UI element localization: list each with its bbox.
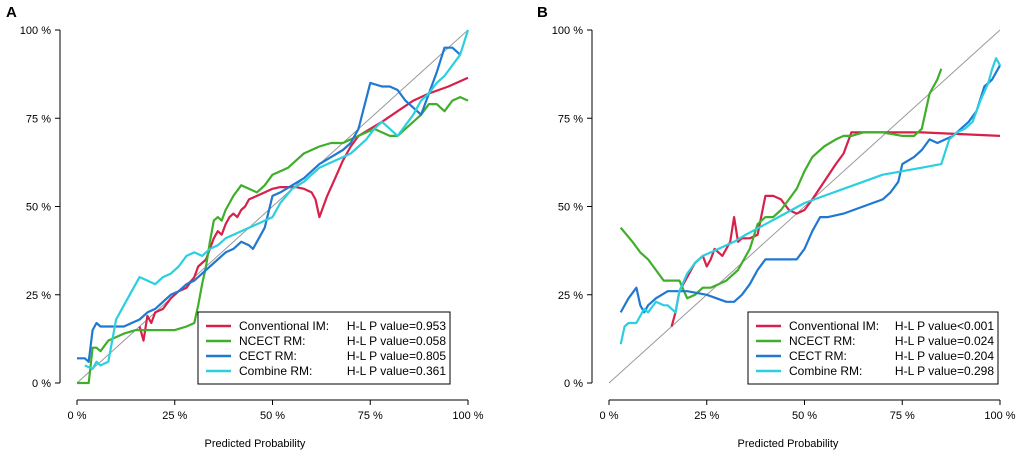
y-tick-label-a: 50 % (26, 202, 51, 214)
series-line-conventional-im-b (670, 131, 1001, 327)
series-line-cect-rm-a (77, 46, 461, 363)
y-tick-label-b: 50 % (558, 202, 583, 214)
legend-hl-value-a: H-L P value=0.058 (347, 334, 446, 348)
y-tick-label-b: 25 % (558, 290, 583, 302)
y-tick-label-a: 75 % (26, 113, 51, 125)
legend-hl-value-a: H-L P value=0.805 (347, 349, 446, 363)
x-tick-label-a: 100 % (452, 410, 483, 422)
ideal-reference-line-a (76, 29, 469, 384)
calibration-plot-a: A 0 % 25 % 50 % 75 % 100 % 0 % 25 % 50 % 75 % 100… (0, 0, 510, 457)
legend-hl-value-b: H-L P value=0.024 (895, 334, 994, 348)
x-tick-label-a: 0 % (68, 410, 87, 422)
y-tick-label-b: 0 % (564, 378, 583, 390)
panel-letter-a: A (6, 4, 17, 21)
legend-box-a (197, 311, 451, 385)
x-axis-label-b: Predicted Probability (738, 438, 839, 450)
x-tick-label-b: 25 % (694, 410, 719, 422)
legend-label-b: Conventional IM: (789, 319, 879, 333)
legend-label-a: CECT RM: (239, 349, 297, 363)
series-line-cect-rm-b (619, 64, 1001, 314)
plot-area-b: 0 % 25 % 50 % 75 % 100 % 0 % 25 % 50 % 75 % 100 %… (552, 25, 1016, 422)
series-line-combine-rm-a (84, 29, 470, 370)
legend-hl-value-b: H-L P value=0.298 (895, 364, 994, 378)
x-tick-label-a: 50 % (260, 410, 285, 422)
panel-letter-b: B (537, 4, 548, 21)
y-tick-label-a: 25 % (26, 290, 51, 302)
legend-hl-value-b: H-L P value=0.204 (895, 349, 994, 363)
x-tick-label-a: 25 % (162, 410, 187, 422)
series-line-ncect-rm-b (619, 68, 943, 300)
legend-label-a: Combine RM: (239, 364, 312, 378)
plot-area-a: 0 % 25 % 50 % 75 % 100 % 0 % 25 % 50 % 75 % 100 %… (20, 25, 484, 422)
legend-label-b: CECT RM: (789, 349, 847, 363)
legend-label-b: Combine RM: (789, 364, 862, 378)
x-tick-label-b: 0 % (600, 410, 619, 422)
x-tick-label-a: 75 % (358, 410, 383, 422)
y-tick-label-b: 100 % (552, 25, 583, 37)
x-axis-label-a: Predicted Probability (205, 438, 306, 450)
legend-label-a: NCECT RM: (239, 334, 305, 348)
legend-hl-value-a: H-L P value=0.953 (347, 319, 446, 333)
chart-svg-b: B 0 % 25 % 50 % 75 % 100 % 0 % 25 % 50 % 75 % 100… (537, 4, 1016, 450)
y-tick-label-a: 100 % (20, 25, 51, 37)
x-tick-label-b: 50 % (792, 410, 817, 422)
y-tick-label-b: 75 % (558, 113, 583, 125)
legend-label-b: NCECT RM: (789, 334, 855, 348)
ideal-reference-line-b (608, 29, 1001, 384)
legend-hl-value-b: H-L P value<0.001 (895, 319, 994, 333)
series-line-combine-rm-b (619, 57, 1001, 345)
legend-label-a: Conventional IM: (239, 319, 329, 333)
x-tick-label-b: 75 % (890, 410, 915, 422)
chart-svg-a: A 0 % 25 % 50 % 75 % 100 % 0 % 25 % 50 % 75 % 100… (6, 4, 484, 450)
legend-hl-value-a: H-L P value=0.361 (347, 364, 446, 378)
legend-box-b (747, 311, 999, 385)
y-tick-label-a: 0 % (32, 378, 51, 390)
x-tick-label-b: 100 % (984, 410, 1015, 422)
calibration-plot-b: B 0 % 25 % 50 % 75 % 100 % 0 % 25 % 50 % 75 % 100… (510, 0, 1021, 457)
